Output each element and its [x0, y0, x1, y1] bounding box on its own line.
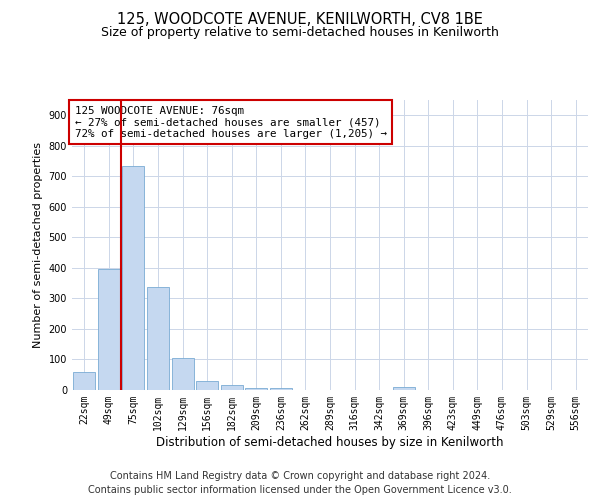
Bar [147, 287, 169, 390]
Text: 125, WOODCOTE AVENUE, KENILWORTH, CV8 1BE: 125, WOODCOTE AVENUE, KENILWORTH, CV8 1B… [117, 12, 483, 28]
Text: Size of property relative to semi-detached houses in Kenilworth: Size of property relative to semi-detach… [101, 26, 499, 39]
Bar [270, 388, 292, 390]
Bar [122, 166, 145, 390]
Bar [98, 270, 120, 390]
Bar [245, 388, 268, 390]
Bar [73, 372, 95, 390]
Text: 125 WOODCOTE AVENUE: 76sqm
← 27% of semi-detached houses are smaller (457)
72% o: 125 WOODCOTE AVENUE: 76sqm ← 27% of semi… [74, 106, 386, 139]
Bar [221, 386, 243, 390]
Bar [392, 387, 415, 390]
Bar [172, 358, 194, 390]
Bar [196, 382, 218, 390]
X-axis label: Distribution of semi-detached houses by size in Kenilworth: Distribution of semi-detached houses by … [156, 436, 504, 448]
Y-axis label: Number of semi-detached properties: Number of semi-detached properties [33, 142, 43, 348]
Text: Contains HM Land Registry data © Crown copyright and database right 2024.
Contai: Contains HM Land Registry data © Crown c… [88, 471, 512, 495]
